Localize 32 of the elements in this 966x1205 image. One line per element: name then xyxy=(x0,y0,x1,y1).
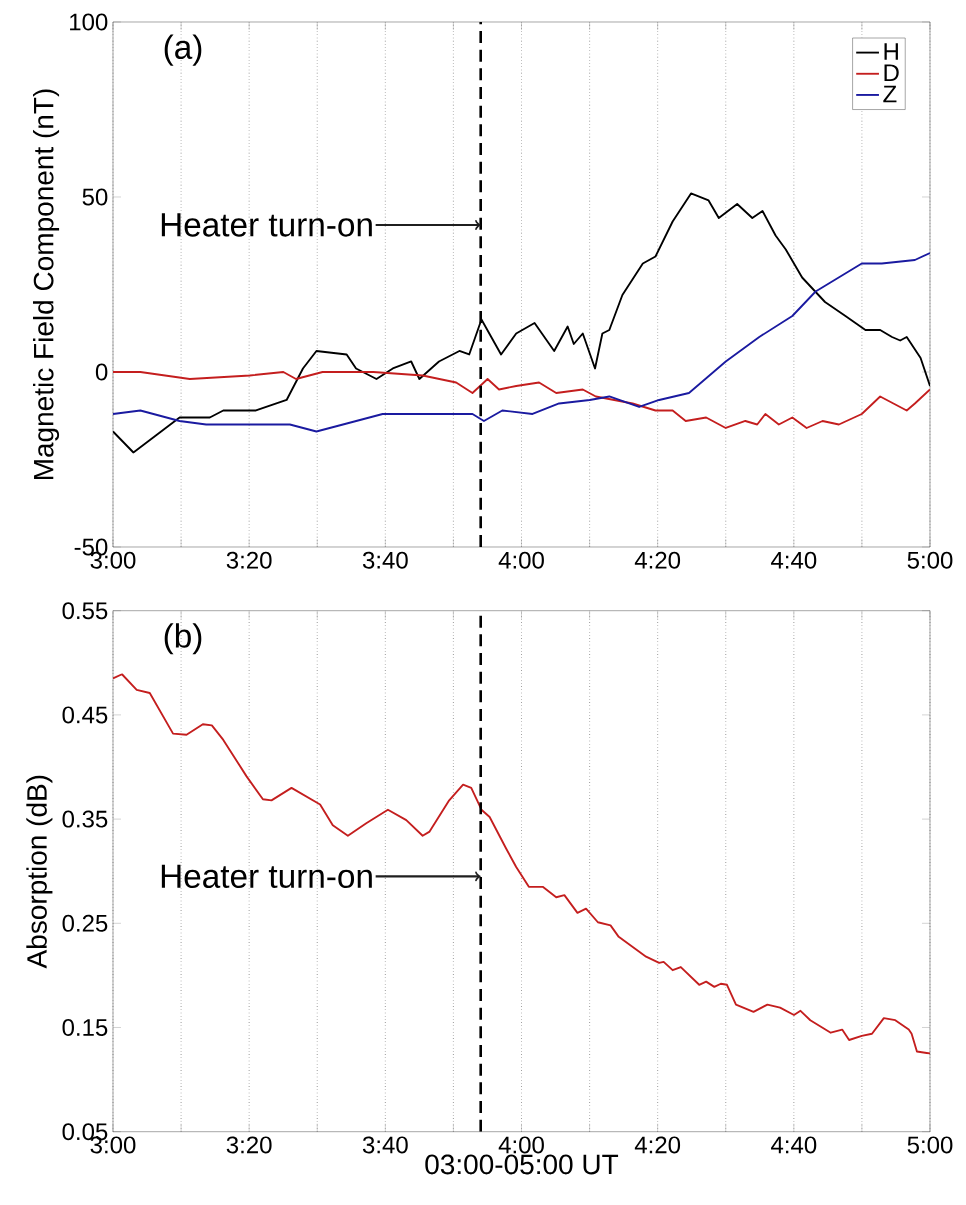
y-tick-label: 50 xyxy=(82,188,108,206)
y-tick-label: 0.25 xyxy=(62,914,108,932)
line-series xyxy=(113,673,930,1055)
y-tick-label: 0.55 xyxy=(62,602,108,620)
annotation: (a) xyxy=(164,34,202,66)
x-tick-label: 5:00 xyxy=(907,551,953,569)
x-tick-label: 3:40 xyxy=(362,551,408,569)
y-tick-label: 0.45 xyxy=(62,706,108,724)
y-axis-title: Magnetic Field Component (nT) xyxy=(33,89,60,480)
annotation: (b) xyxy=(164,623,202,655)
x-tick-label: 4:20 xyxy=(634,1136,681,1154)
line-series xyxy=(113,371,930,429)
legend-label: H xyxy=(884,43,898,60)
x-tick-label: 3:40 xyxy=(362,1136,408,1154)
x-tick-label: 4:00 xyxy=(498,551,544,569)
annotation: Heater turn-on xyxy=(161,864,372,889)
legend-label: Z xyxy=(883,85,897,103)
x-tick-label: 4:00 xyxy=(498,1136,544,1154)
y-tick-label: 0.15 xyxy=(62,1018,108,1036)
x-tick-label: 4:20 xyxy=(634,551,681,569)
x-tick-label: 4:40 xyxy=(771,551,817,569)
y-tick-label: 0.35 xyxy=(62,810,108,828)
x-tick-label: 3:20 xyxy=(226,1136,272,1154)
legend-label: D xyxy=(884,64,899,82)
x-tick-label: 5:00 xyxy=(907,1136,953,1154)
y-tick-label: 100 xyxy=(70,13,108,31)
y-axis-title: Absorption (dB) xyxy=(26,775,53,969)
x-tick-label: 3:20 xyxy=(226,551,272,569)
x-tick-label: 4:40 xyxy=(771,1136,817,1154)
x-axis-title: 03:00-05:00 UT xyxy=(425,1154,619,1175)
y-tick-label: 0 xyxy=(95,363,108,381)
annotation: Heater turn-on xyxy=(161,213,372,237)
